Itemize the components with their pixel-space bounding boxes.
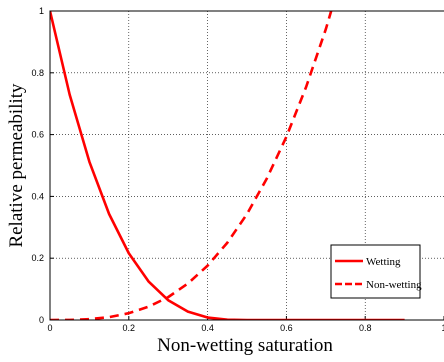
series-line-non-wetting bbox=[50, 11, 333, 320]
plot-frame bbox=[49, 10, 444, 321]
y-tick-label: 0.6 bbox=[31, 130, 44, 140]
x-tick-label: 0.6 bbox=[280, 323, 293, 333]
ticks: 0 0.2 0.4 0.6 0.8 1 0 0.2 0.4 0.6 0.8 1 bbox=[31, 6, 444, 333]
x-tick-label: 0.4 bbox=[201, 323, 214, 333]
grid bbox=[50, 11, 444, 320]
y-tick-label: 1 bbox=[39, 6, 44, 16]
legend-box bbox=[330, 244, 421, 299]
y-tick-label: 0.8 bbox=[31, 68, 44, 78]
legend-label: Wetting bbox=[366, 256, 401, 268]
legend-label: Non-wetting bbox=[366, 279, 422, 291]
x-tick-label: 0.2 bbox=[123, 323, 136, 333]
y-tick-label: 0.4 bbox=[31, 191, 44, 201]
x-axis-title: Non-wetting saturation bbox=[157, 335, 333, 356]
legend: Wetting Non-wetting bbox=[330, 244, 422, 299]
x-tick-label: 0 bbox=[47, 323, 52, 333]
y-tick-label: 0.2 bbox=[31, 253, 44, 263]
y-tick-label: 0 bbox=[39, 315, 44, 325]
x-tick-label: 0.8 bbox=[359, 323, 372, 333]
x-tick-label: 1 bbox=[441, 323, 444, 333]
y-axis-title: Relative permeability bbox=[6, 83, 27, 248]
